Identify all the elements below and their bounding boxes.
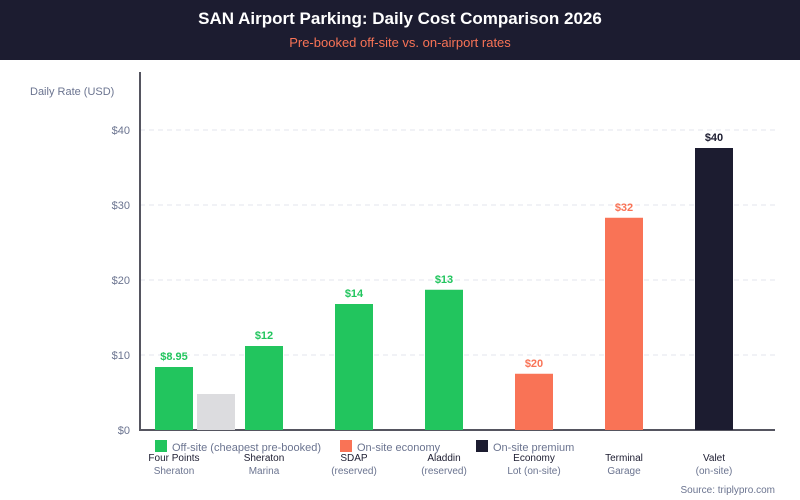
data-label: $32 [615, 202, 633, 214]
legend-swatch [476, 440, 488, 452]
x-tick-label: Aladdin [427, 453, 460, 464]
chart-subtitle: Pre-booked off-site vs. on-airport rates [289, 35, 511, 50]
bar [245, 346, 283, 430]
bar [515, 373, 553, 430]
bar [425, 289, 463, 430]
x-tick-label: Sheraton [244, 453, 285, 464]
data-label: $20 [525, 358, 543, 370]
x-tick-sublabel: Marina [249, 466, 280, 477]
x-tick-label: Terminal [605, 453, 643, 464]
chart-header: SAN Airport Parking: Daily Cost Comparis… [0, 0, 800, 60]
legend-swatch [340, 440, 352, 452]
legend-label: Off-site (cheapest pre-booked) [172, 442, 321, 454]
y-tick-label: $40 [112, 125, 130, 137]
data-label: $14 [345, 288, 364, 300]
data-label: $13 [435, 274, 453, 286]
chart-title: SAN Airport Parking: Daily Cost Comparis… [198, 9, 602, 28]
y-axis-label: Daily Rate (USD) [30, 86, 114, 98]
bar [197, 394, 235, 430]
x-tick-label: Economy [513, 453, 555, 464]
x-tick-sublabel: Lot (on-site) [507, 466, 560, 477]
x-tick-label: Four Points [148, 453, 199, 464]
y-tick-label: $10 [112, 350, 130, 362]
x-tick-sublabel: (reserved) [331, 466, 377, 477]
data-label: $8.95 [160, 351, 188, 363]
y-tick-label: $20 [112, 275, 130, 287]
x-tick-label: Valet [703, 453, 725, 464]
data-label: $40 [705, 132, 723, 144]
x-tick-label: SDAP [340, 453, 368, 464]
legend-swatch [155, 440, 167, 452]
x-tick-sublabel: (reserved) [421, 466, 467, 477]
bar [155, 367, 193, 430]
source-note: Source: triplypro.com [680, 485, 775, 496]
y-tick-label: $30 [112, 200, 130, 212]
x-tick-sublabel: (on-site) [696, 466, 733, 477]
x-tick-sublabel: Sheraton [154, 466, 195, 477]
y-tick-label: $0 [118, 425, 130, 437]
bar [605, 217, 643, 430]
legend-label: On-site premium [493, 442, 574, 454]
bar [695, 148, 733, 430]
data-label: $12 [255, 330, 273, 342]
bar [335, 304, 373, 430]
legend-label: On-site economy [357, 442, 441, 454]
x-tick-sublabel: Garage [607, 466, 641, 477]
